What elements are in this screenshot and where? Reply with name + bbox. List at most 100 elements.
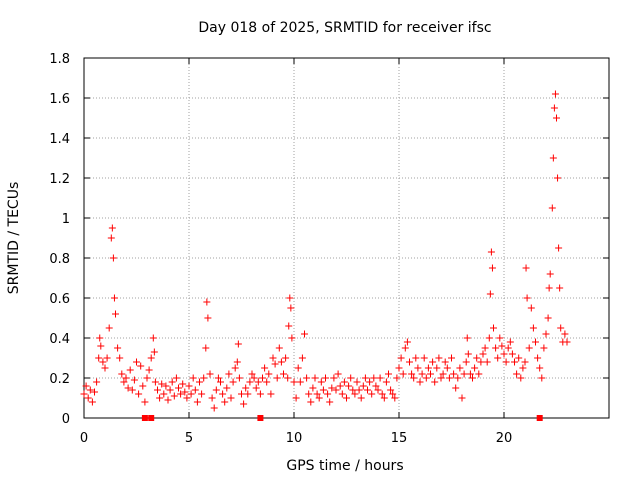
data-point — [193, 398, 201, 406]
data-point — [355, 386, 363, 394]
data-point — [387, 386, 395, 394]
data-point — [107, 234, 115, 242]
data-point — [456, 364, 464, 372]
data-point — [246, 378, 254, 386]
data-point — [261, 364, 269, 372]
data-point — [124, 384, 132, 392]
data-point — [345, 382, 353, 390]
y-tick-labels: 0 0.2 0.4 0.6 0.8 1 1.2 1.4 1.6 1.8 — [49, 52, 70, 427]
data-point — [248, 370, 256, 378]
y-tick-label: 1.2 — [49, 172, 70, 187]
data-point — [479, 350, 487, 358]
y-tick-label: 0.2 — [49, 372, 70, 387]
data-point — [532, 338, 539, 346]
data-point — [475, 370, 483, 378]
data-point — [538, 374, 546, 382]
data-point — [431, 378, 439, 386]
data-point — [486, 290, 494, 298]
data-point — [326, 398, 334, 406]
data-point — [433, 364, 441, 372]
data-point — [408, 370, 416, 378]
data-point — [487, 248, 495, 256]
data-point — [458, 394, 466, 402]
data-point — [401, 344, 409, 352]
data-point — [189, 374, 197, 382]
data-point — [317, 378, 325, 386]
y-tick-label: 0 — [62, 412, 70, 427]
data-point — [145, 366, 153, 374]
data-point — [551, 90, 559, 98]
data-point — [154, 386, 161, 394]
data-point — [429, 358, 437, 366]
y-tick-label: 0.4 — [49, 332, 70, 347]
data-point — [217, 378, 224, 386]
data-point — [128, 386, 136, 394]
data-point — [179, 380, 187, 388]
y-tick-label: 0.6 — [49, 292, 70, 307]
data-point — [494, 354, 502, 362]
data-point — [500, 350, 508, 358]
data-point — [93, 378, 101, 386]
data-point — [307, 398, 315, 406]
data-point — [496, 334, 504, 342]
data-point — [162, 382, 170, 390]
data-point — [397, 354, 405, 362]
data-point — [519, 364, 527, 372]
data-point — [282, 354, 290, 362]
data-point — [112, 310, 119, 318]
data-point — [229, 378, 237, 386]
data-point — [366, 378, 374, 386]
data-point — [508, 350, 516, 358]
data-point — [332, 386, 340, 394]
data-point — [561, 330, 569, 338]
data-point — [546, 270, 554, 278]
y-tick-label: 0.8 — [49, 252, 70, 267]
data-point — [231, 364, 239, 372]
data-point — [395, 364, 403, 372]
data-point — [256, 390, 264, 398]
data-points — [80, 90, 571, 412]
data-point — [156, 394, 164, 402]
data-point — [464, 350, 472, 358]
data-point — [275, 344, 283, 352]
data-point — [536, 364, 544, 372]
data-point — [244, 390, 252, 398]
data-point — [492, 344, 500, 352]
data-point — [340, 378, 348, 386]
data-point — [554, 174, 562, 182]
grid-lines — [84, 58, 609, 418]
data-point — [172, 374, 180, 382]
data-point — [238, 390, 245, 398]
data-point — [454, 374, 462, 382]
data-point — [523, 294, 531, 302]
data-point — [410, 374, 418, 382]
y-axis-label: SRMTID / TECUs — [6, 182, 22, 295]
y-tick-label: 1.8 — [49, 52, 70, 67]
data-point — [563, 338, 571, 346]
data-point — [88, 398, 96, 406]
data-point — [460, 370, 468, 378]
data-point — [250, 374, 258, 382]
data-point — [378, 390, 386, 398]
data-point — [116, 354, 124, 362]
data-point — [445, 374, 453, 382]
data-point — [109, 254, 117, 262]
data-point — [477, 358, 485, 366]
data-point — [202, 344, 210, 352]
data-point — [168, 378, 176, 386]
data-point — [141, 398, 149, 406]
data-point — [315, 394, 323, 402]
data-point — [164, 396, 172, 404]
data-point — [452, 384, 460, 392]
data-point — [158, 380, 166, 388]
data-point — [298, 354, 306, 362]
data-point — [288, 334, 296, 342]
data-point — [391, 394, 399, 402]
data-point — [380, 394, 388, 402]
data-point — [403, 338, 411, 346]
data-point — [414, 364, 422, 372]
data-point — [324, 390, 332, 398]
data-point — [372, 382, 380, 390]
data-point — [424, 364, 432, 372]
data-point — [448, 354, 455, 362]
